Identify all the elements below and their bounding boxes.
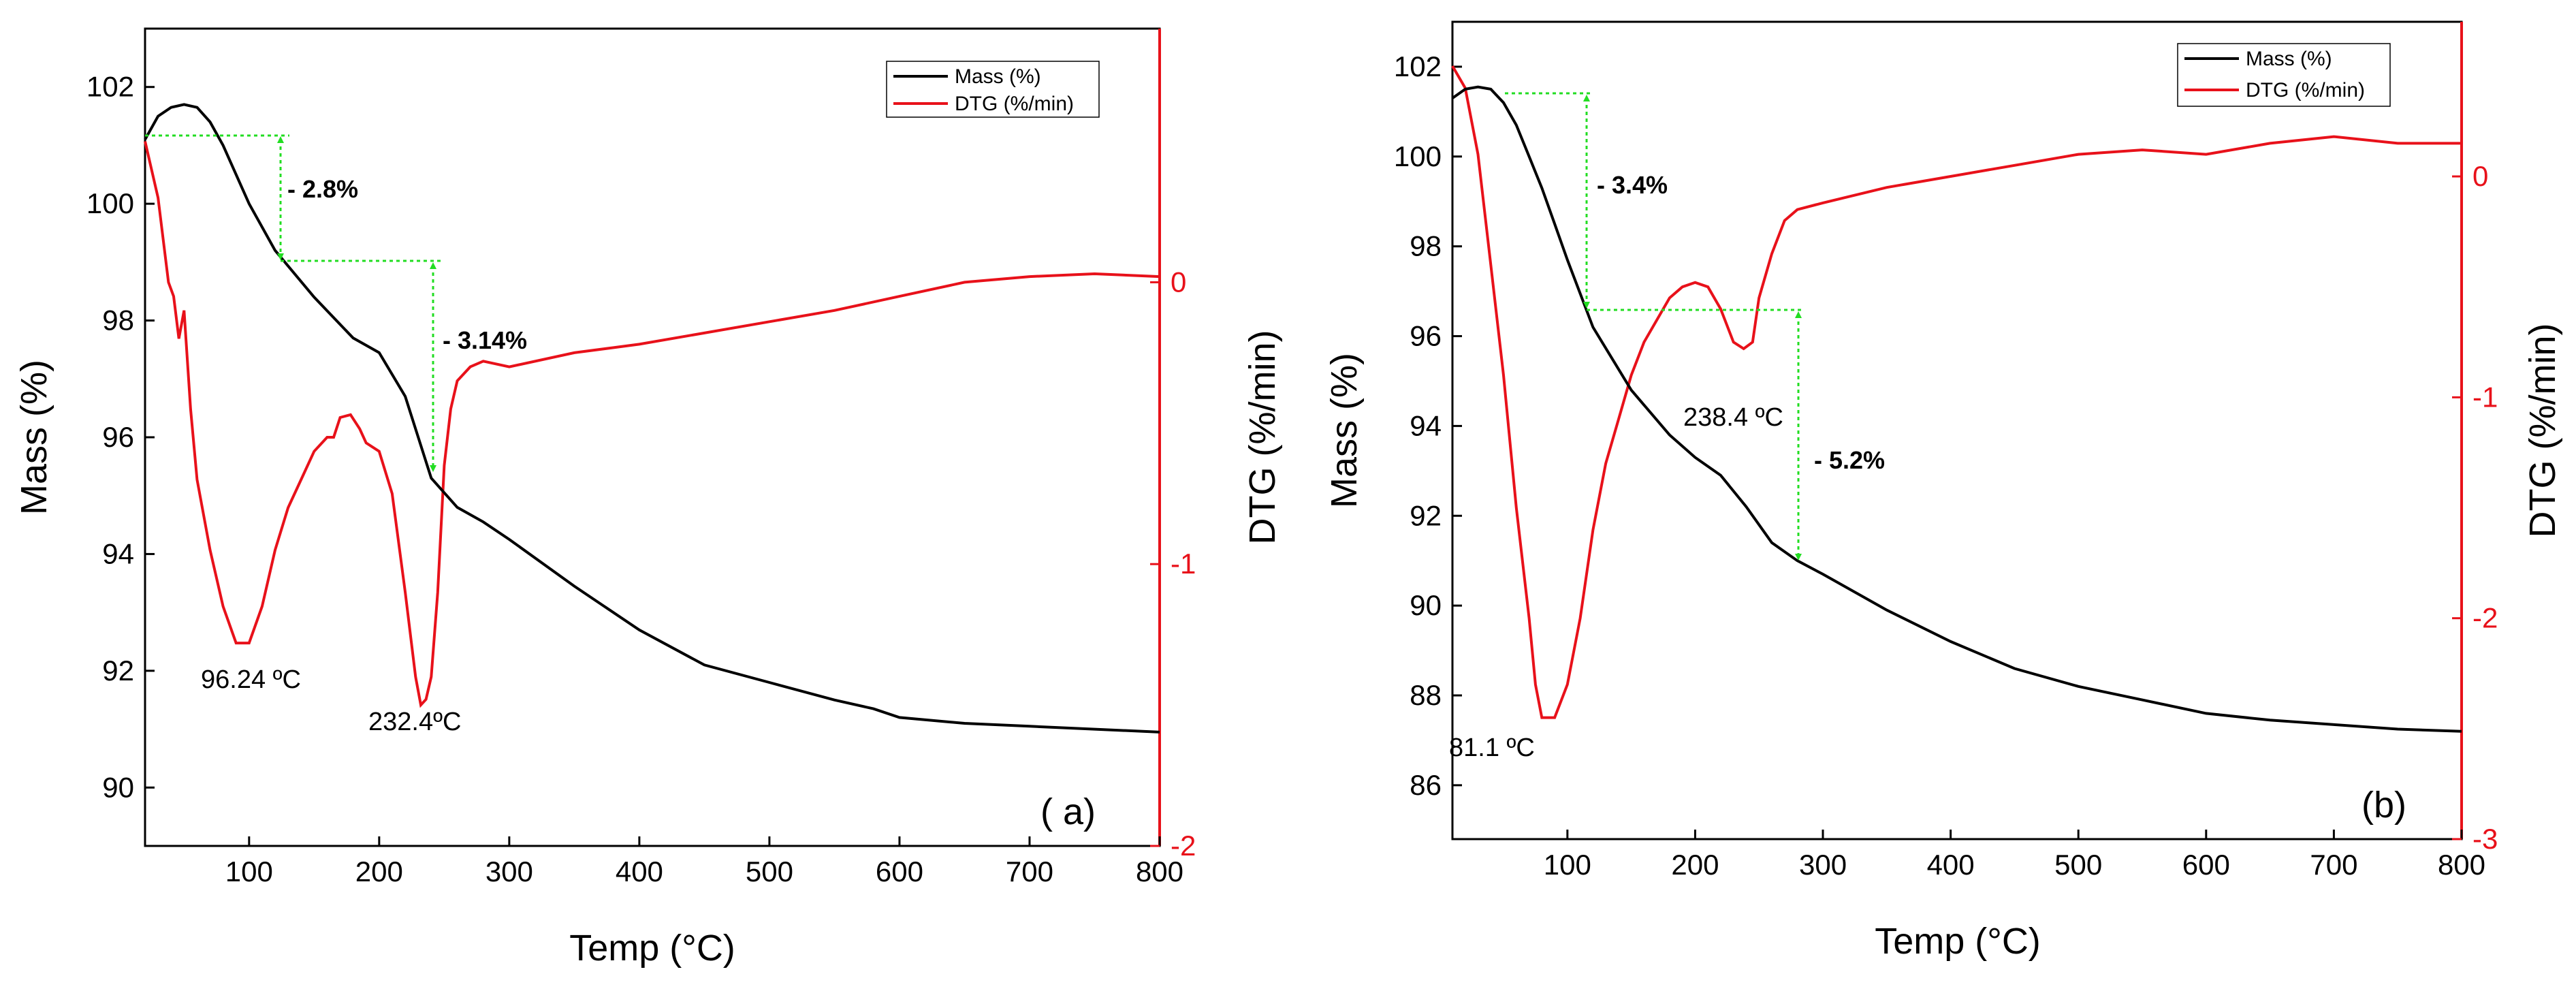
dtg-curve [144, 141, 1160, 708]
legend-dtg-label: DTG (%/min) [2246, 79, 2365, 101]
y2-axis-title: DTG (%/min) [1242, 330, 1283, 545]
x-tick-label: 200 [355, 855, 403, 887]
mass-loss-label-1: - 3.4% [1597, 171, 1668, 199]
legend-mass-label: Mass (%) [955, 65, 1041, 88]
y2-tick-label: 0 [2472, 160, 2488, 192]
mass-loss-markers [145, 134, 443, 472]
y-axis-title: Mass (%) [1324, 353, 1365, 508]
panel-a: 100 200 300 400 500 600 700 800 90 92 94 96 98 100 102… [14, 27, 1283, 969]
panel-label: ( a) [1040, 791, 1096, 832]
x-tick-label: 300 [486, 855, 533, 887]
legend-mass-label: Mass (%) [2246, 48, 2332, 70]
x-axis-title: Temp (°C) [569, 928, 735, 969]
peak-label-2: 232.4ºC [368, 708, 461, 736]
peak-label-1: 96.24 ºC [201, 665, 301, 694]
x-tick-label: 200 [1671, 849, 1719, 881]
tick-marks [145, 86, 1161, 847]
y2-tick-label: -3 [2472, 823, 2498, 855]
panel-label: (b) [2362, 785, 2406, 825]
plot-frame [144, 27, 1161, 847]
peak-label-2: 238.4 ºC [1683, 403, 1783, 432]
plot-frame [1451, 20, 2463, 840]
x-tick-label: 700 [2310, 849, 2357, 881]
y-tick-label: 100 [1394, 140, 1442, 172]
mass-loss-label-1: - 2.8% [287, 175, 358, 203]
y-tick-label: 92 [102, 655, 134, 687]
y-axis-title: Mass (%) [14, 360, 54, 515]
panel-b: 100 200 300 400 500 600 700 800 86 88 90 92 94 96 98 10… [1324, 20, 2563, 962]
x-tick-label: 100 [225, 855, 273, 887]
y2-tick-label: -2 [1171, 830, 1196, 862]
x-tick-label: 600 [2182, 849, 2230, 881]
x-tick-label: 800 [2438, 849, 2485, 881]
y2-axis-title: DTG (%/min) [2522, 324, 2563, 538]
y-tick-label: 86 [1410, 769, 1442, 801]
legend: Mass (%) DTG (%/min) [2177, 43, 2391, 107]
legend-box [886, 61, 1100, 118]
tick-labels: 100 200 300 400 500 600 700 800 86 88 90 92 94 96 98 10… [1394, 50, 2498, 881]
x-tick-label: 800 [1136, 855, 1183, 887]
x-tick-label: 300 [1799, 849, 1847, 881]
y-tick-label: 102 [1394, 50, 1442, 82]
y2-tick-label: -1 [2472, 381, 2498, 413]
y-tick-label: 88 [1410, 679, 1442, 711]
legend-dtg-label: DTG (%/min) [955, 93, 1074, 115]
x-tick-label: 500 [746, 855, 793, 887]
peak-label-1: 81.1 ºC [1449, 734, 1535, 762]
legend-box [2177, 43, 2391, 107]
x-axis-title: Temp (°C) [1875, 921, 2041, 962]
legend: Mass (%) DTG (%/min) [886, 61, 1100, 118]
y2-tick-label: -1 [1171, 548, 1196, 580]
y-tick-label: 92 [1410, 499, 1442, 531]
tick-labels: 100 200 300 400 500 600 700 800 90 92 94 96 98 100 102… [86, 71, 1196, 887]
y2-tick-label: -2 [2472, 602, 2498, 634]
y-tick-label: 96 [1410, 320, 1442, 352]
mass-loss-label-2: - 5.2% [1814, 446, 1885, 474]
y-tick-label: 98 [102, 304, 134, 336]
mass-loss-label-2: - 3.14% [443, 326, 527, 354]
y-tick-label: 96 [102, 421, 134, 453]
y-tick-label: 94 [1410, 409, 1442, 441]
y2-tick-label: 0 [1171, 266, 1186, 298]
mass-curve [144, 103, 1160, 734]
x-tick-label: 500 [2054, 849, 2102, 881]
y-tick-label: 94 [102, 537, 134, 569]
x-tick-label: 400 [1927, 849, 1975, 881]
x-tick-label: 100 [1544, 849, 1591, 881]
y-tick-label: 98 [1410, 230, 1442, 262]
y-tick-label: 90 [1410, 589, 1442, 621]
y-tick-label: 100 [86, 187, 134, 219]
dtg-curve [1451, 65, 2462, 719]
x-tick-label: 700 [1006, 855, 1053, 887]
y-tick-label: 90 [102, 771, 134, 803]
mass-curve [1451, 85, 2462, 733]
x-tick-label: 600 [876, 855, 923, 887]
mass-loss-markers [1505, 92, 1804, 561]
x-tick-label: 400 [616, 855, 663, 887]
y-tick-label: 102 [86, 71, 134, 103]
